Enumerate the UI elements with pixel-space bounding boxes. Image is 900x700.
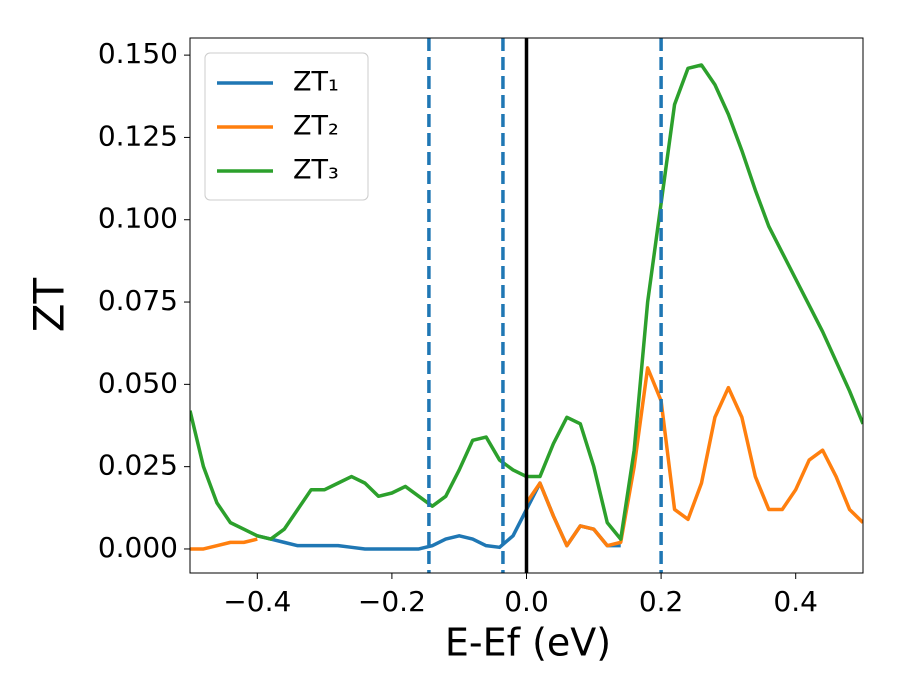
legend-box <box>204 52 369 201</box>
y-axis-label: ZT <box>25 277 74 332</box>
y-tick-label: 0.100 <box>98 202 178 235</box>
legend-label: ZT₃ <box>293 155 339 186</box>
legend-label: ZT₂ <box>293 111 339 142</box>
y-tick-label: 0.000 <box>98 531 178 564</box>
x-axis-label: E-Ef (eV) <box>445 621 611 665</box>
plot-frame <box>189 37 864 574</box>
x-tick-label: 0.4 <box>773 585 818 618</box>
x-tick-label: −0.4 <box>223 585 291 618</box>
y-tick-label: 0.050 <box>98 366 178 399</box>
series-line <box>256 481 621 551</box>
y-tick-label: 0.125 <box>98 119 178 152</box>
x-tick-label: 0.0 <box>504 585 549 618</box>
series-line <box>190 366 863 551</box>
x-tick-label: −0.2 <box>358 585 426 618</box>
plot-area <box>190 38 863 573</box>
x-tick-label: 0.2 <box>639 585 684 618</box>
legend-label: ZT₁ <box>293 67 339 98</box>
y-tick-label: 0.025 <box>98 449 178 482</box>
y-tick-label: 0.150 <box>98 37 178 70</box>
y-tick-label: 0.075 <box>98 284 178 317</box>
